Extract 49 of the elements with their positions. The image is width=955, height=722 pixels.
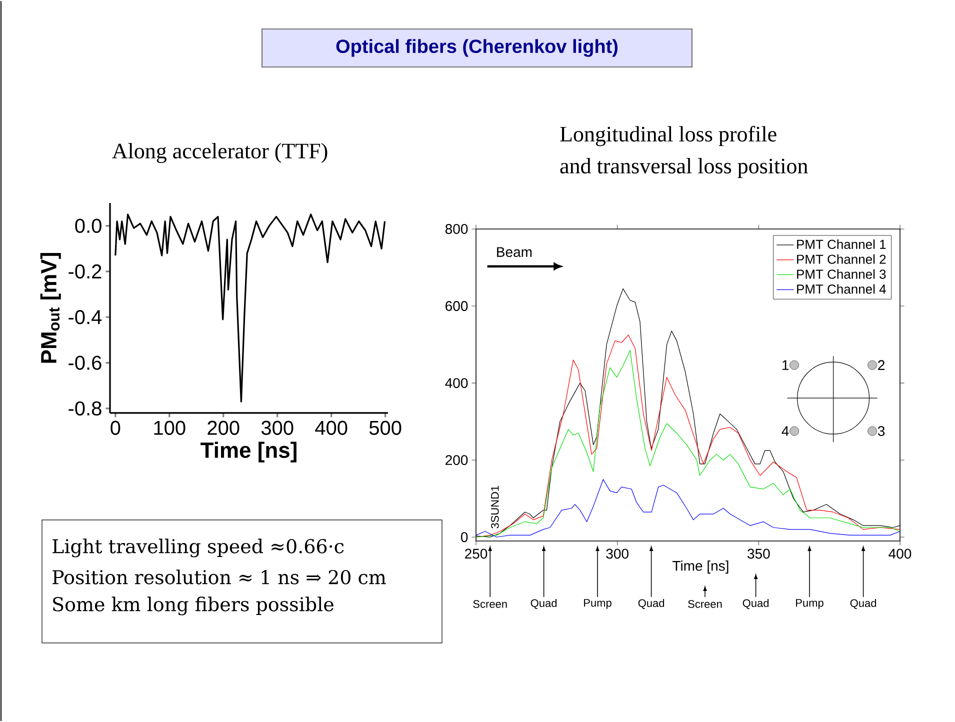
x-axis-title: Time [ns] — [672, 560, 728, 574]
y-tick-label: -0.2 — [68, 264, 102, 279]
y-tick-label: 600 — [446, 301, 468, 311]
text: Quad — [850, 598, 876, 609]
text: Pump — [796, 599, 824, 609]
annotation: 3SUND1 — [491, 486, 499, 528]
x-tick-label: 300 — [606, 548, 628, 559]
text: Pump — [584, 599, 612, 609]
annotation: 3 — [878, 426, 885, 436]
x-tick-label: 400 — [315, 420, 348, 435]
y-tick-label: 400 — [445, 378, 468, 388]
text: Optical fibers (Cherenkov light) — [336, 39, 618, 57]
line-series — [114, 214, 386, 402]
x-tick-label: 0 — [110, 420, 120, 435]
y-tick-label: 800 — [445, 224, 468, 234]
x-tick-label: 300 — [261, 420, 294, 435]
annotation: Beam — [497, 247, 532, 257]
annotation: 1 — [782, 360, 789, 370]
y-tick-label: 200 — [446, 455, 468, 466]
text: Light travelling speed ≈0.66·c — [52, 538, 344, 558]
x-tick-label: 350 — [748, 548, 770, 559]
text: Some km long fibers possible — [53, 596, 334, 616]
x-tick-label: 250 — [465, 548, 488, 559]
legend-label: PMT Channel 4 — [797, 284, 886, 294]
chart-subtitle: and transversal loss position — [560, 158, 808, 178]
y-tick-label: -0.8 — [68, 401, 102, 416]
y-tick-label: -0.6 — [68, 356, 102, 370]
y-tick-label: 0.0 — [75, 218, 102, 233]
annotation: 2 — [878, 360, 884, 370]
text: Quad — [742, 598, 769, 609]
text: Quad — [638, 598, 664, 609]
text: Quad — [530, 598, 557, 609]
chart-title: Along accelerator (TTF) — [112, 142, 328, 163]
annotation: 4 — [782, 426, 789, 436]
text: Screen — [473, 600, 507, 608]
y-axis-title: PM$_{out}$ [mV] — [40, 253, 61, 363]
text: Screen — [688, 600, 722, 608]
x-tick-label: 400 — [888, 548, 912, 559]
text: Position resolution ≈ 1 ns ⇒ 20 cm — [52, 570, 386, 584]
x-tick-label: 500 — [369, 420, 402, 435]
x-tick-label: 100 — [154, 420, 186, 435]
legend-label: PMT Channel 2 — [797, 254, 886, 264]
y-tick-label: 0 — [460, 532, 468, 542]
y-tick-label: -0.4 — [68, 310, 102, 324]
legend-label: PMT Channel 3 — [797, 269, 886, 279]
x-axis-title: Time [ns] — [200, 442, 296, 462]
legend-label: PMT Channel 1 — [797, 239, 886, 249]
x-tick-label: 200 — [208, 420, 240, 435]
chart-title: Longitudinal loss profile — [560, 126, 776, 146]
